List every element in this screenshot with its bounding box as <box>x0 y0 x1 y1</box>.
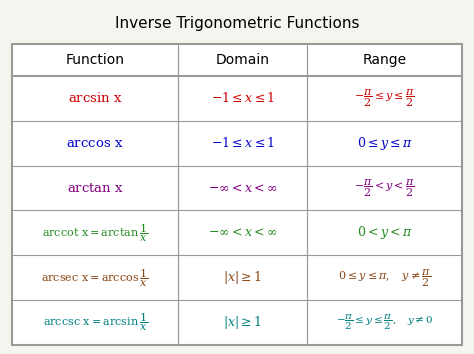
Bar <box>12 44 462 345</box>
Text: Function: Function <box>66 53 125 67</box>
Text: $-\infty < x < \infty$: $-\infty < x < \infty$ <box>208 227 277 239</box>
Text: $-\dfrac{\pi}{2} \leq y \leq \dfrac{\pi}{2}$: $-\dfrac{\pi}{2} \leq y \leq \dfrac{\pi}… <box>354 87 415 109</box>
Text: $|x| \geq 1$: $|x| \geq 1$ <box>223 314 262 331</box>
Text: $-\dfrac{\pi}{2} \leq y \leq \dfrac{\pi}{2},\quad y \neq 0$: $-\dfrac{\pi}{2} \leq y \leq \dfrac{\pi}… <box>336 313 433 332</box>
Text: $\mathrm{arccos\ x}$: $\mathrm{arccos\ x}$ <box>66 137 124 150</box>
Text: $0 \leq y \leq \pi$: $0 \leq y \leq \pi$ <box>356 135 412 152</box>
Text: $-1 \leq x \leq 1$: $-1 \leq x \leq 1$ <box>210 136 275 150</box>
Text: Range: Range <box>363 53 407 67</box>
Text: $|x| \geq 1$: $|x| \geq 1$ <box>223 269 262 286</box>
Text: $\mathrm{arcsin\ x}$: $\mathrm{arcsin\ x}$ <box>68 91 122 105</box>
Text: $-1 \leq x \leq 1$: $-1 \leq x \leq 1$ <box>210 91 275 105</box>
Text: $\mathrm{arcsec\ x = arccos}\,\dfrac{1}{x}$: $\mathrm{arcsec\ x = arccos}\,\dfrac{1}{… <box>41 267 149 289</box>
Text: $0 < y < \pi$: $0 < y < \pi$ <box>356 224 412 241</box>
Text: $0 \leq y \leq \pi,\quad y \neq \dfrac{\pi}{2}$: $0 \leq y \leq \pi,\quad y \neq \dfrac{\… <box>338 267 431 289</box>
Text: $-\dfrac{\pi}{2} < y < \dfrac{\pi}{2}$: $-\dfrac{\pi}{2} < y < \dfrac{\pi}{2}$ <box>354 177 415 199</box>
Text: $\mathrm{arccsc\ x = arcsin}\,\dfrac{1}{x}$: $\mathrm{arccsc\ x = arcsin}\,\dfrac{1}{… <box>43 312 148 333</box>
Text: $-\infty < x < \infty$: $-\infty < x < \infty$ <box>208 182 277 195</box>
Text: Domain: Domain <box>216 53 270 67</box>
Bar <box>12 44 462 345</box>
Text: Inverse Trigonometric Functions: Inverse Trigonometric Functions <box>115 16 359 31</box>
Text: $\mathrm{arctan\ x}$: $\mathrm{arctan\ x}$ <box>67 182 124 195</box>
Text: $\mathrm{arccot\ x = arctan}\,\dfrac{1}{x}$: $\mathrm{arccot\ x = arctan}\,\dfrac{1}{… <box>42 222 148 244</box>
